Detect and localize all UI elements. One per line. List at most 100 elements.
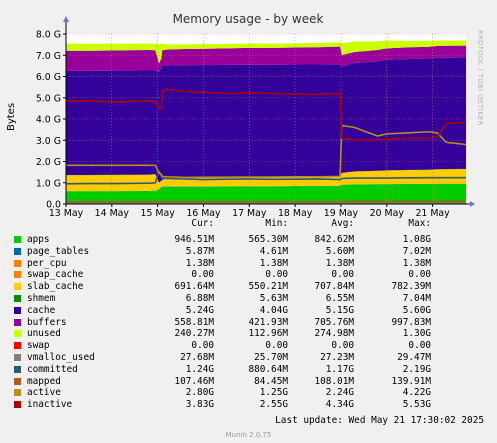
- y-tick-label: 3.0 G: [36, 136, 61, 147]
- last-update-text: Last update: Wed May 21 17:30:02 2025: [275, 415, 484, 426]
- y-tick-label: 0.0: [46, 200, 61, 211]
- legend-value-avg: 6.55M: [325, 293, 354, 304]
- legend-value-avg: 274.98M: [314, 328, 354, 340]
- line-active: [66, 124, 467, 179]
- y-tick-label: 4.0 G: [36, 115, 61, 126]
- legend-value-max: 7.02M: [402, 245, 431, 257]
- y-tick-label: 7.0 G: [36, 51, 61, 62]
- legend-value-avg: 27.23M: [320, 352, 354, 363]
- legend-value-min: 1.38M: [259, 257, 288, 269]
- legend-value-min: 0.00: [265, 269, 288, 281]
- legend-row: per_cpu 1.38M 1.38M 1.38M 1.38M: [14, 258, 484, 270]
- legend-row: page_tables 5.87M 4.61M 5.60M 7.02M: [14, 246, 484, 258]
- legend-value-cur: 5.24G: [185, 304, 214, 316]
- x-tick-label: 21 May: [415, 208, 450, 219]
- legend-value-max: 139.91M: [391, 375, 431, 387]
- legend-row: buffers 558.81M 421.93M 705.76M 997.83M: [14, 317, 484, 329]
- legend-swatch: [14, 271, 21, 279]
- legend-value-cur: 240.27M: [174, 328, 214, 340]
- x-tick-label: 16 May: [186, 208, 221, 219]
- legend-value-min: 880.64M: [248, 363, 288, 375]
- legend-series-name: vmalloc_used: [27, 352, 95, 363]
- line-inactive: [66, 88, 467, 142]
- legend-value-cur: 2.80G: [185, 387, 214, 399]
- legend-value-min: 565.30M: [248, 234, 288, 245]
- x-tick-label: 18 May: [278, 208, 313, 219]
- legend-row: slab_cache 691.64M 550.21M 707.84M 782.39M: [14, 281, 484, 293]
- legend-value-max: 4.22G: [402, 387, 431, 399]
- legend-series-name: active: [27, 387, 61, 399]
- legend-series-name: unused: [27, 328, 61, 340]
- legend-value-cur: 1.38M: [185, 257, 214, 269]
- y-tick-label: 5.0 G: [36, 93, 61, 104]
- legend-value-cur: 0.00: [191, 269, 214, 281]
- line-committed: [65, 168, 467, 185]
- legend-series-name: page_tables: [27, 245, 90, 257]
- legend-series-name: buffers: [27, 316, 67, 328]
- legend-series-name: mapped: [27, 375, 61, 387]
- x-tick-label: 14 May: [95, 208, 130, 219]
- legend-value-avg: 2.24G: [325, 387, 354, 399]
- legend-swatch: [14, 342, 21, 350]
- legend-value-min: 1.25G: [259, 387, 288, 399]
- legend-value-min: 84.45M: [254, 375, 288, 387]
- legend-value-max: 29.47M: [397, 352, 431, 363]
- legend-value-max: 5.53G: [402, 399, 431, 411]
- legend-value-cur: 5.87M: [185, 245, 214, 257]
- legend-series-name: slab_cache: [27, 281, 84, 293]
- legend-value-avg: 1.38M: [325, 257, 354, 269]
- legend-value-avg: 4.34G: [325, 399, 354, 411]
- legend-column-header: Avg:: [331, 218, 354, 229]
- legend-swatch: [14, 401, 21, 409]
- legend-value-max: 1.08G: [402, 234, 431, 245]
- legend-row: mapped 107.46M 84.45M 108.01M 139.91M: [14, 376, 484, 388]
- legend-value-max: 5.60G: [402, 304, 431, 316]
- y-axis-arrow: [63, 16, 69, 22]
- legend-value-cur: 27.68M: [180, 352, 214, 363]
- legend-value-cur: 946.51M: [174, 234, 214, 245]
- legend-value-min: 421.93M: [248, 316, 288, 328]
- legend-value-cur: 691.64M: [174, 281, 214, 293]
- legend-swatch: [14, 389, 21, 397]
- legend-value-max: 0.00: [408, 340, 431, 352]
- legend-column-header: Max:: [408, 218, 431, 229]
- legend-swatch: [14, 365, 21, 373]
- x-tick-label: 13 May: [49, 208, 84, 219]
- y-tick-label: 6.0 G: [36, 72, 61, 83]
- legend-value-min: 550.21M: [248, 281, 288, 293]
- legend-value-min: 112.96M: [248, 328, 288, 340]
- legend-header: Cur: Min: Avg: Max:: [14, 218, 484, 230]
- legend-value-min: 25.70M: [254, 352, 288, 363]
- legend-series-name: cache: [27, 304, 56, 316]
- area-buffers: [66, 45, 467, 72]
- x-tick-label: 17 May: [232, 208, 267, 219]
- legend-row: apps 946.51M 565.30M 842.62M 1.08G: [14, 234, 484, 246]
- legend-value-avg: 0.00: [331, 340, 354, 352]
- legend-value-max: 1.38M: [402, 257, 431, 269]
- legend-swatch: [14, 283, 21, 291]
- legend-row: committed 1.24G 880.64M 1.17G 2.19G: [14, 364, 484, 376]
- legend-series-name: swap: [27, 340, 50, 352]
- legend-series-name: swap_cache: [27, 269, 84, 281]
- legend-value-avg: 0.00: [331, 269, 354, 281]
- y-tick-label: 8.0 G: [36, 30, 61, 41]
- legend-swatch: [14, 247, 21, 255]
- legend-value-avg: 705.76M: [314, 316, 354, 328]
- legend-swatch: [14, 330, 21, 338]
- area-unused: [66, 40, 467, 64]
- y-axis-label: Bytes: [6, 103, 17, 131]
- legend-column-header: Min:: [265, 218, 288, 229]
- y-tick-label: 1.0 G: [36, 178, 61, 189]
- legend-series-name: committed: [27, 363, 78, 375]
- x-tick-label: 15 May: [140, 208, 175, 219]
- legend-value-min: 4.04G: [259, 304, 288, 316]
- munin-version-text: Munin 2.0.75: [225, 431, 272, 439]
- legend-value-min: 2.55G: [259, 399, 288, 411]
- legend-swatch: [14, 318, 21, 326]
- legend-swatch: [14, 295, 21, 302]
- legend-value-max: 1.30G: [402, 328, 431, 340]
- legend-value-cur: 3.83G: [185, 399, 214, 411]
- legend-value-min: 4.61M: [259, 245, 288, 257]
- legend-row: active 2.80G 1.25G 2.24G 4.22G: [14, 387, 484, 399]
